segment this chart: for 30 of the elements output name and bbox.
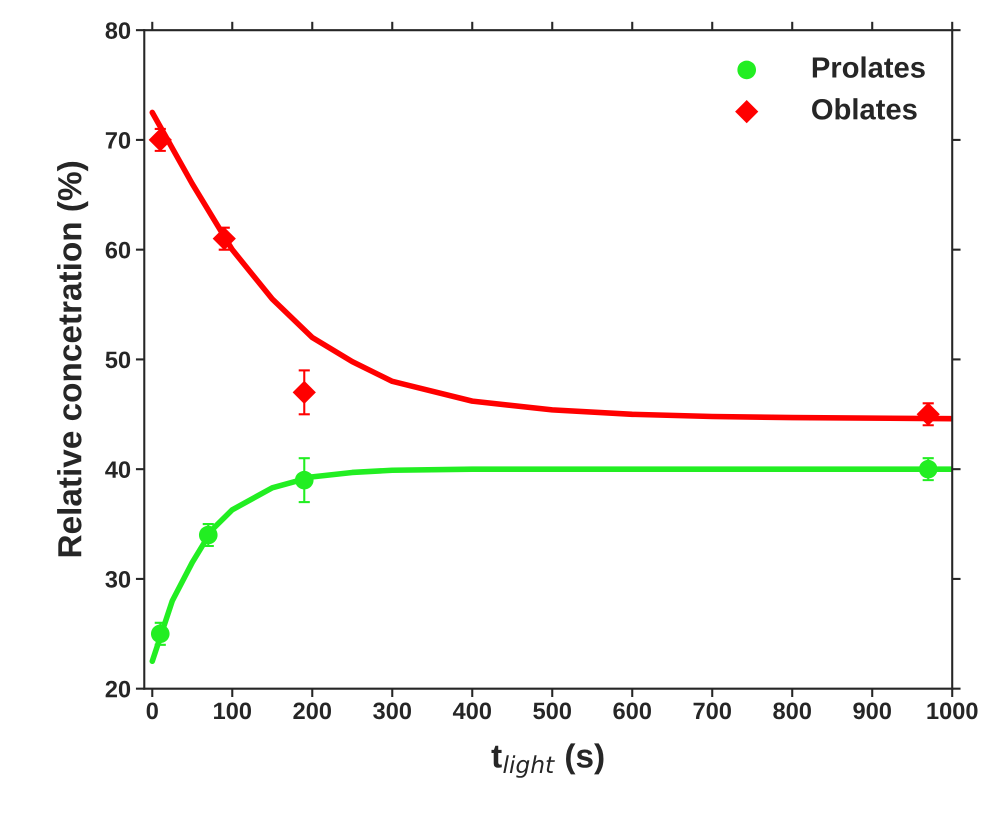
x-tick-label: 500 <box>533 702 571 720</box>
x-tick-label: 100 <box>214 702 251 720</box>
y-tick-label: 20 <box>106 680 130 698</box>
point <box>150 624 170 644</box>
point <box>212 227 236 250</box>
point <box>198 526 218 544</box>
x-tick-label: 700 <box>694 702 731 720</box>
x-tick-label: 900 <box>853 702 891 720</box>
point <box>148 128 172 152</box>
y-tick-label: 70 <box>106 132 130 149</box>
x-tick-label: 300 <box>373 702 411 720</box>
y-tick-label: 60 <box>106 242 130 258</box>
x-tick-label: 400 <box>452 702 491 720</box>
legend-label: Prolates <box>812 56 925 78</box>
y-tick-label: 50 <box>106 351 130 368</box>
x-tick-label: 0 <box>146 702 158 720</box>
point <box>918 460 938 478</box>
x-axis-title: t$_{light}$ (s) <box>491 743 604 778</box>
x-tick-label: 200 <box>293 702 331 720</box>
point <box>294 470 314 490</box>
point <box>916 402 940 426</box>
x-tick-label: 1000 <box>927 702 978 720</box>
x-tick-label: 600 <box>613 702 651 720</box>
y-tick-label: 30 <box>105 570 130 588</box>
y-axis-title: Relative concetration (%) <box>57 162 88 556</box>
legend-label: Oblates <box>812 98 917 120</box>
y-tick-label: 40 <box>105 461 130 478</box>
x-tick-label: 800 <box>773 702 811 720</box>
y-tick-label: 80 <box>106 22 130 39</box>
point <box>292 380 316 404</box>
